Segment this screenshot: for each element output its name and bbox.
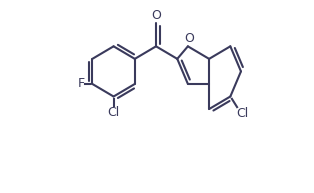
Text: Cl: Cl	[107, 106, 120, 119]
Text: Cl: Cl	[236, 107, 248, 120]
Text: F: F	[78, 77, 85, 91]
Text: O: O	[151, 9, 161, 22]
Text: O: O	[184, 32, 194, 46]
